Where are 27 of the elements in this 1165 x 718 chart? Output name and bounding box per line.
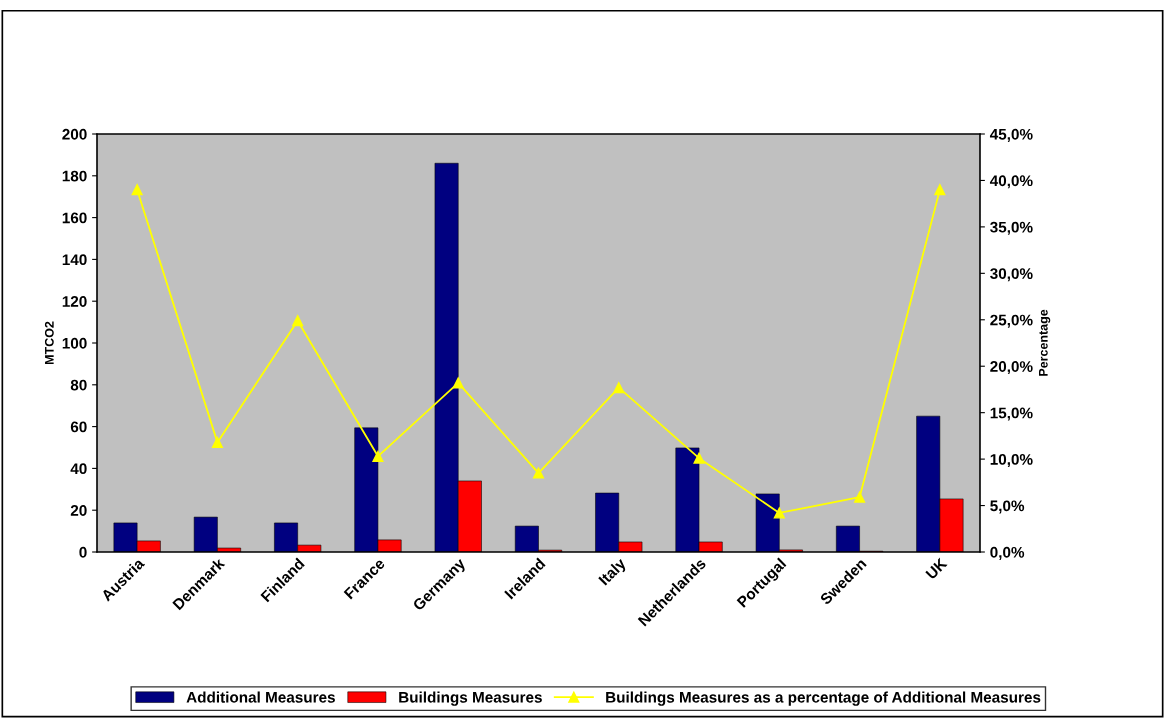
y-tick-label: 100 [62,337,87,349]
y-tick-label: 0 [79,546,87,558]
y-tick-label: 140 [62,254,87,266]
x-tick-label: UK [925,557,948,580]
y-axis-title: MTCO2 [44,321,54,365]
y-tick-label: 120 [62,296,87,307]
y2-tick-label: 10,0% [990,453,1033,468]
y-tick-label: 160 [62,212,87,224]
y2-tick-label: 40,0% [989,175,1033,189]
legend-label: Buildings Measures as a percentage of Additional Measures [606,691,1041,706]
y-tick-label: 60 [70,421,87,433]
y2-tick-label: 15,0% [990,407,1033,421]
y2-axis-title: Percentage [1039,309,1051,376]
y2-tick-label: 5,0% [990,500,1025,514]
y2-tick-label: 35,0% [990,221,1033,235]
legend-label: Buildings Measures [399,691,542,706]
y-tick-label: 200 [62,128,87,140]
y2-tick-label: 0,0% [990,546,1025,560]
y2-tick-label: 20,0% [990,361,1033,375]
y-tick-label: 80 [70,379,87,391]
y2-tick-label: 45,0% [989,128,1033,142]
y2-tick-label: 30,0% [990,268,1033,282]
legend-label: Additional Measures [186,691,335,703]
y-tick-label: 40 [70,463,87,475]
y-tick-label: 180 [62,170,87,182]
y-tick-label: 20 [70,505,87,516]
y2-tick-label: 25,0% [990,314,1033,328]
